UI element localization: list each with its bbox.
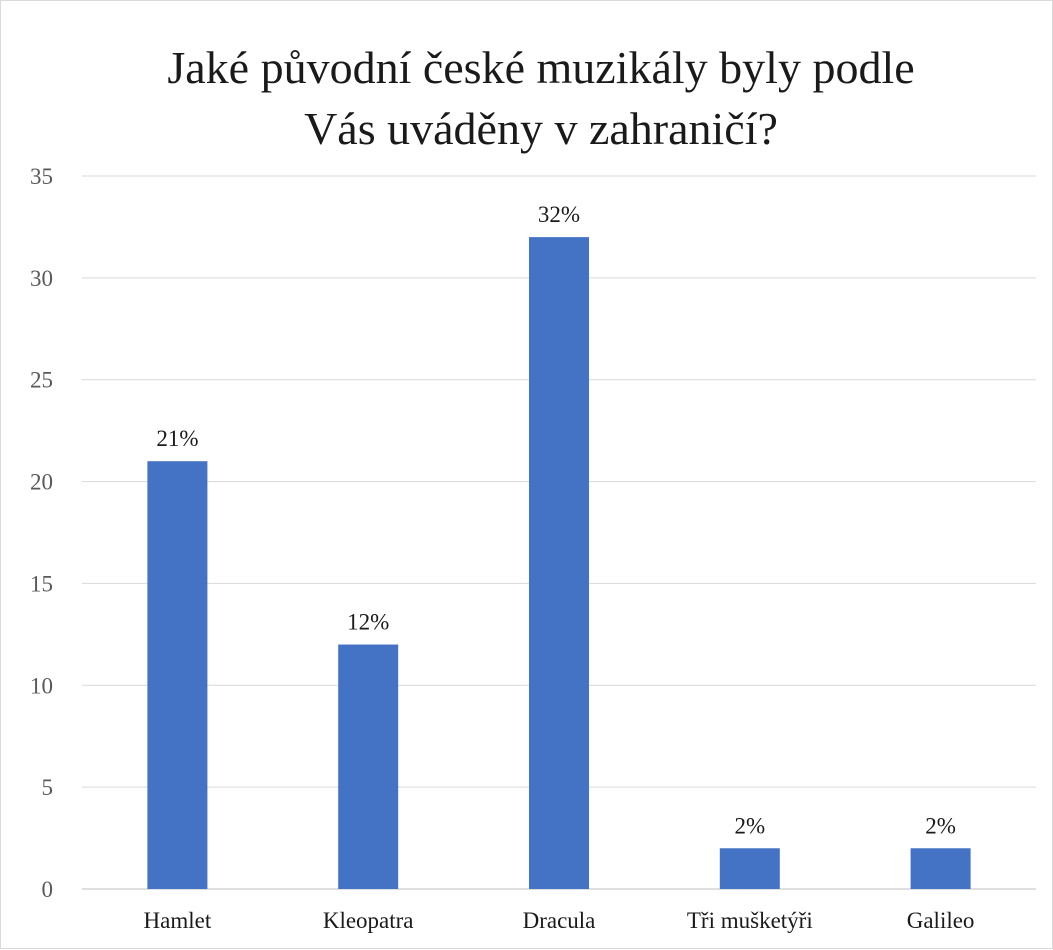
bar	[147, 461, 208, 889]
bar	[529, 237, 589, 890]
y-tick-label: 15	[30, 571, 53, 596]
bar	[338, 644, 399, 889]
y-tick-label: 30	[30, 266, 53, 291]
data-label: 12%	[347, 610, 389, 635]
category-label: Tři mušketýři	[687, 908, 813, 933]
bar	[719, 848, 780, 889]
y-tick-label: 10	[30, 673, 53, 698]
category-label: Kleopatra	[323, 908, 414, 933]
bars	[147, 237, 971, 890]
data-label: 2%	[734, 813, 765, 838]
y-tick-label: 35	[30, 164, 53, 189]
y-axis-ticks: 0 5 10 15 20 25 30 35	[30, 164, 53, 902]
category-label: Galileo	[907, 908, 975, 933]
y-tick-label: 0	[42, 877, 54, 902]
category-label: Hamlet	[144, 908, 212, 933]
category-label: Dracula	[523, 908, 596, 933]
data-labels: 21% 12% 32% 2% 2%	[156, 202, 956, 838]
bar	[910, 848, 971, 889]
chart-title-line-1: Jaké původní české muzikály byly podle	[167, 42, 914, 93]
data-label: 2%	[925, 813, 956, 838]
x-axis-categories: Hamlet Kleopatra Dracula Tři mušketýři Galil…	[144, 908, 975, 933]
y-tick-label: 20	[30, 470, 53, 495]
data-label: 21%	[156, 426, 198, 451]
y-tick-label: 25	[30, 368, 53, 393]
chart-title-line-2: Vás uváděny v zahraničí?	[304, 103, 778, 154]
y-tick-label: 5	[42, 775, 54, 800]
data-label: 32%	[538, 202, 580, 227]
